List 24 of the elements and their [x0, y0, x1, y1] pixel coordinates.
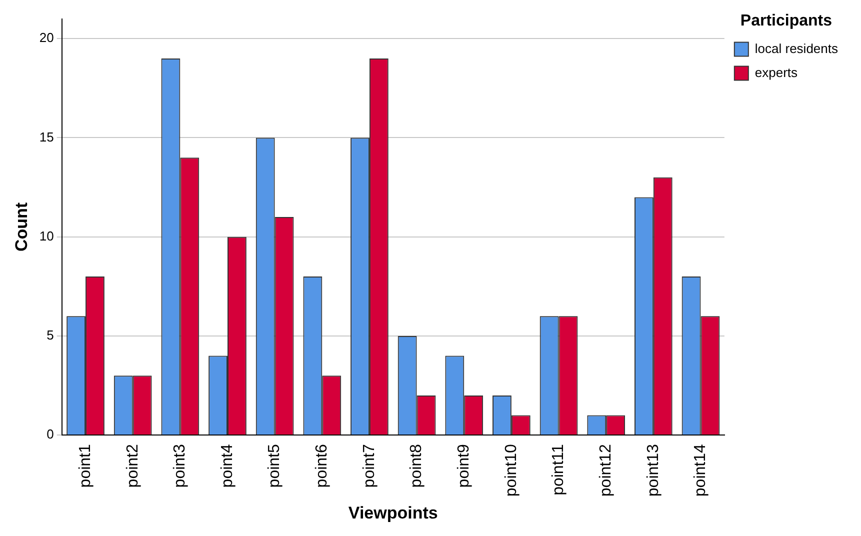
- y-tick-label: 20: [39, 30, 54, 46]
- x-tick-label: point9: [456, 444, 473, 488]
- legend-title: Participants: [740, 12, 832, 30]
- y-tick-label: 10: [39, 228, 54, 244]
- x-tick-label: point12: [598, 444, 614, 497]
- y-tick-label: 5: [46, 328, 54, 343]
- y-tick-label: 0: [46, 426, 54, 442]
- x-tick-label: point8: [408, 444, 426, 488]
- legend-label: local residents: [754, 40, 838, 56]
- x-tick-label: point10: [502, 444, 520, 497]
- x-axis-title: Viewpoints: [348, 503, 438, 522]
- x-tick-label: point1: [76, 444, 94, 488]
- y-axis-title: Count: [12, 202, 31, 252]
- x-tick-label: point14: [692, 444, 710, 497]
- x-tick-label: point7: [360, 444, 378, 488]
- x-tick-label: point5: [266, 444, 284, 488]
- x-tick-label: point4: [218, 444, 236, 488]
- x-tick-label: point2: [124, 444, 142, 488]
- x-tick-label: point3: [172, 444, 189, 488]
- x-tick-label: point13: [644, 444, 662, 497]
- y-tick-label: 15: [39, 129, 54, 144]
- x-tick-label: point6: [314, 444, 331, 488]
- legend-label: experts: [754, 64, 798, 80]
- x-tick-label: point11: [550, 444, 568, 496]
